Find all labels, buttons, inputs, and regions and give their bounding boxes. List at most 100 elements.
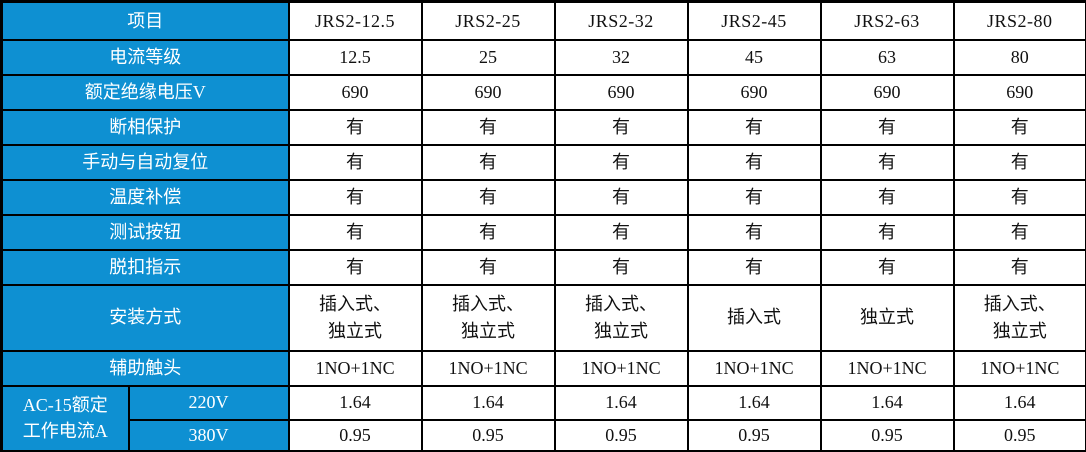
value-cell: 插入式、 独立式 <box>420 283 556 352</box>
value-cell: 有 <box>553 143 689 181</box>
value-cell: 1.64 <box>952 384 1086 421</box>
partial-cell <box>952 449 1086 452</box>
value-cell: 有 <box>553 178 689 216</box>
row-label-cell: 辅助触头 <box>0 349 290 387</box>
partial-cell <box>420 449 556 452</box>
value-cell: 有 <box>819 213 955 251</box>
value-cell: 有 <box>819 178 955 216</box>
model-header-cell: JRS2-32 <box>553 0 689 41</box>
value-cell: 有 <box>553 248 689 286</box>
value-cell: 有 <box>952 213 1086 251</box>
partial-cell <box>62 449 130 452</box>
value-cell: 有 <box>819 143 955 181</box>
value-cell: 45 <box>686 38 822 76</box>
value-cell: 有 <box>287 213 423 251</box>
row-label-cell: 额定绝缘电压V <box>0 73 290 111</box>
table-row: AC-15额定 工作电流A 220V 1.64 1.64 1.64 1.64 1… <box>0 384 1086 452</box>
value-cell: 1NO+1NC <box>287 349 423 387</box>
value-cell: 有 <box>553 213 689 251</box>
table-row: 辅助触头 1NO+1NC 1NO+1NC 1NO+1NC 1NO+1NC 1NO… <box>0 349 1086 387</box>
value-cell: 0.95 <box>420 418 556 452</box>
partial-cell <box>553 449 689 452</box>
row-label-cell: 电流等级 <box>0 38 290 76</box>
value-cell: 独立式 <box>819 283 955 352</box>
value-cell: 有 <box>420 143 556 181</box>
value-cell: 1NO+1NC <box>819 349 955 387</box>
value-cell: 有 <box>686 143 822 181</box>
value-cell: 0.95 <box>819 418 955 452</box>
value-cell: 有 <box>420 108 556 146</box>
row-label-cell: 温度补偿 <box>0 178 290 216</box>
value-cell: 1.64 <box>287 384 423 421</box>
value-cell: 1NO+1NC <box>553 349 689 387</box>
table-row: 安装方式 插入式、 独立式 插入式、 独立式 插入式、 独立式 插入式 独立式 … <box>0 283 1086 352</box>
model-header-cell: JRS2-45 <box>686 0 822 41</box>
value-cell: 插入式、 独立式 <box>952 283 1086 352</box>
value-cell: 12.5 <box>287 38 423 76</box>
value-cell: 80 <box>952 38 1086 76</box>
ac15-group-label-cell: AC-15额定 工作电流A <box>0 384 130 452</box>
value-cell: 有 <box>952 248 1086 286</box>
model-header-cell: JRS2-12.5 <box>287 0 423 41</box>
value-cell: 690 <box>819 73 955 111</box>
value-cell: 690 <box>287 73 423 111</box>
value-cell: 有 <box>287 248 423 286</box>
value-cell: 有 <box>819 248 955 286</box>
table-row-partial <box>0 449 1086 452</box>
model-header-cell: JRS2-80 <box>952 0 1086 41</box>
table-row: 手动与自动复位 有 有 有 有 有 有 <box>0 143 1086 181</box>
model-header-cell: JRS2-25 <box>420 0 556 41</box>
value-cell: 插入式、 独立式 <box>553 283 689 352</box>
value-cell: 有 <box>287 143 423 181</box>
value-cell: 插入式 <box>686 283 822 352</box>
partial-cell <box>127 449 290 452</box>
value-cell: 1NO+1NC <box>952 349 1086 387</box>
value-cell: 690 <box>553 73 689 111</box>
row-label-cell: 脱扣指示 <box>0 248 290 286</box>
table-row: 380V 0.95 0.95 0.95 0.95 0.95 0.95 <box>2 418 1086 452</box>
value-cell: 有 <box>952 178 1086 216</box>
value-cell: 1NO+1NC <box>686 349 822 387</box>
value-cell: 0.95 <box>287 418 423 452</box>
value-cell: 有 <box>686 213 822 251</box>
value-cell: 32 <box>553 38 689 76</box>
value-cell: 有 <box>287 108 423 146</box>
table-row: 电流等级 12.5 25 32 45 63 80 <box>0 38 1086 76</box>
row-label-cell: 安装方式 <box>0 283 290 352</box>
table-row: 脱扣指示 有 有 有 有 有 有 <box>0 248 1086 286</box>
value-cell: 有 <box>952 108 1086 146</box>
value-cell: 有 <box>287 178 423 216</box>
row-label-cell: 测试按钮 <box>0 213 290 251</box>
voltage-label-cell: 220V <box>127 384 290 421</box>
value-cell: 1.64 <box>420 384 556 421</box>
value-cell: 插入式、 独立式 <box>287 283 423 352</box>
value-cell: 1.64 <box>553 384 689 421</box>
value-cell: 有 <box>686 178 822 216</box>
model-header-cell: JRS2-63 <box>819 0 955 41</box>
table-row: 测试按钮 有 有 有 有 有 有 <box>0 213 1086 251</box>
partial-cell <box>686 449 822 452</box>
partial-cell <box>819 449 955 452</box>
value-cell: 有 <box>819 108 955 146</box>
value-cell: 有 <box>420 178 556 216</box>
corner-header-cell: 项目 <box>0 0 290 41</box>
value-cell: 690 <box>686 73 822 111</box>
value-cell: 1.64 <box>819 384 955 421</box>
value-cell: 有 <box>686 248 822 286</box>
value-cell: 有 <box>952 143 1086 181</box>
value-cell: 有 <box>553 108 689 146</box>
value-cell: 0.95 <box>553 418 689 452</box>
table-row: 额定绝缘电压V 690 690 690 690 690 690 <box>0 73 1086 111</box>
voltage-label-cell: 380V <box>127 418 290 452</box>
value-cell: 有 <box>420 248 556 286</box>
table-header-row: 项目 JRS2-12.5 JRS2-25 JRS2-32 JRS2-45 JRS… <box>0 0 1086 41</box>
table-row: 温度补偿 有 有 有 有 有 有 <box>0 178 1086 216</box>
value-cell: 63 <box>819 38 955 76</box>
value-cell: 25 <box>420 38 556 76</box>
row-label-cell: 手动与自动复位 <box>0 143 290 181</box>
value-cell: 1NO+1NC <box>420 349 556 387</box>
value-cell: 0.95 <box>686 418 822 452</box>
value-cell: 690 <box>952 73 1086 111</box>
